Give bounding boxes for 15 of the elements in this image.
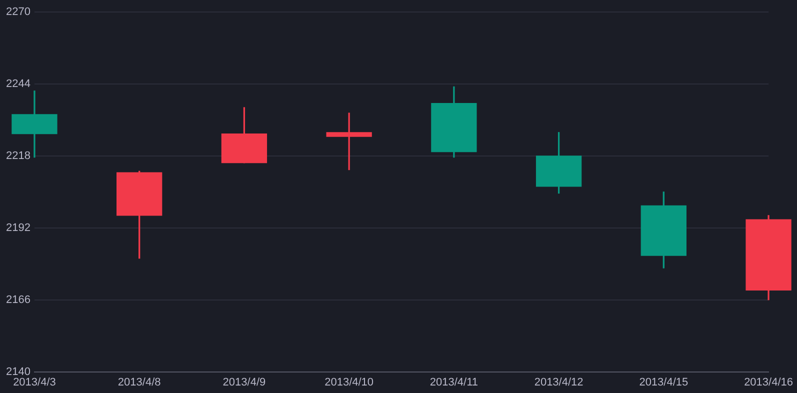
x-tick-label: 2013/4/12 <box>534 376 584 388</box>
x-tick-label: 2013/4/10 <box>324 376 374 388</box>
x-tick-label: 2013/4/11 <box>430 376 478 388</box>
x-tick-label: 2013/4/15 <box>639 376 688 388</box>
y-tick-label: 2140 <box>6 366 30 378</box>
y-tick-label: 2244 <box>6 78 30 90</box>
y-tick-label: 2270 <box>6 6 30 18</box>
x-tick-label: 2013/4/16 <box>744 376 793 388</box>
y-tick-label: 2166 <box>6 294 30 306</box>
y-tick-label: 2218 <box>6 150 30 162</box>
candlestick <box>326 112 372 170</box>
x-tick-label: 2013/4/8 <box>118 376 161 388</box>
x-tick-label: 2013/4/3 <box>13 376 56 388</box>
y-tick-label: 2192 <box>6 222 30 234</box>
x-tick-label: 2013/4/9 <box>222 376 266 388</box>
